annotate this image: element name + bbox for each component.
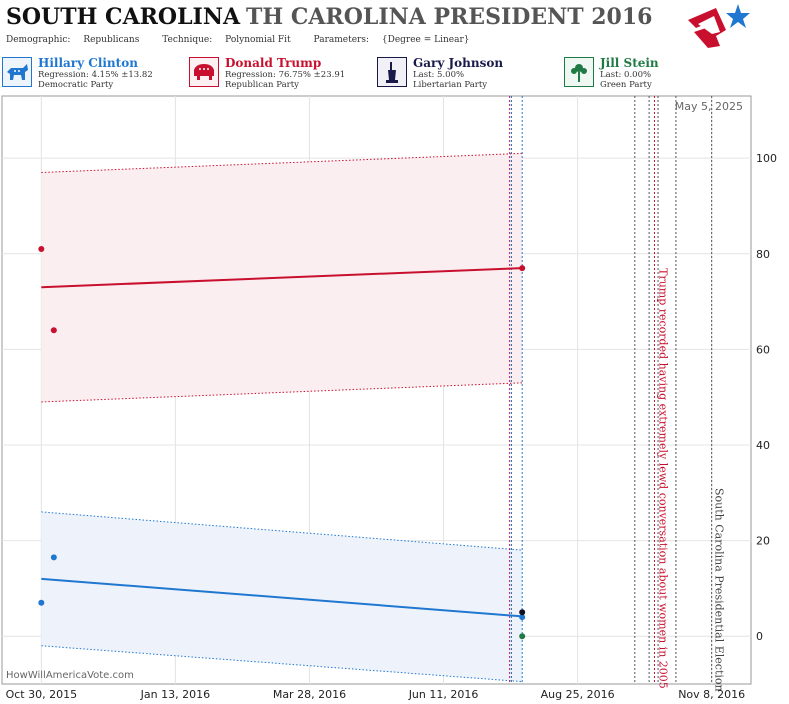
candidate-party: Libertarian Party [413, 80, 488, 90]
y-tick-label: 60 [756, 343, 770, 356]
flower-icon [564, 57, 594, 87]
site-logo-icon [688, 4, 750, 48]
y-tick-label: 40 [756, 439, 770, 452]
data-point [38, 245, 45, 252]
data-point [50, 327, 57, 334]
candidate-name: Hillary Clinton [38, 56, 138, 70]
candidate-card-trump: Donald Trump Regression: 76.75% ±23.91 R… [187, 55, 367, 93]
technique: Technique: Polynomial Fit [162, 35, 291, 45]
title-state: SOUTH CAROLINA [6, 4, 241, 30]
y-tick-label: 20 [756, 535, 770, 548]
candidate-name: Donald Trump [225, 56, 322, 70]
candidate-stat: Regression: 76.75% ±23.91 [225, 70, 346, 80]
statue-of-liberty-icon [377, 57, 407, 87]
x-tick-label: Aug 25, 2016 [541, 688, 615, 701]
x-tick-label: Jun 11, 2016 [408, 688, 479, 701]
parameters: Parameters: {Degree = Linear} [313, 35, 470, 45]
data-point [38, 599, 45, 606]
fit-line [41, 267, 523, 289]
candidate-party: Green Party [600, 80, 652, 90]
candidate-card-johnson: Gary Johnson Last: 5.00% Libertarian Par… [375, 55, 555, 93]
candidate-party: Republican Party [225, 80, 299, 90]
candidate-party: Democratic Party [38, 80, 114, 90]
data-point [519, 614, 526, 621]
fit-line [41, 577, 523, 618]
candidate-stat: Last: 0.00% [600, 70, 652, 80]
candidate-stat: Regression: 4.15% ±13.82 [38, 70, 153, 80]
candidate-name: Gary Johnson [413, 56, 504, 70]
data-point [50, 554, 57, 561]
data-point [519, 633, 526, 640]
elephant-icon [189, 57, 219, 87]
watermark: HowWillAmericaVote.com [6, 670, 134, 681]
data-point [519, 265, 526, 272]
y-tick-label: 0 [756, 630, 763, 643]
parameters-line: Demographic: Republicans Technique: Poly… [6, 35, 490, 45]
data-point [519, 609, 526, 616]
event-annotation: Trump recorded having extremely lewd con… [656, 268, 669, 689]
candidate-card-stein: Jill Stein Last: 0.00% Green Party [562, 55, 742, 93]
candidate-stat: Last: 5.00% [413, 70, 465, 80]
page-title: SOUTH CAROLINA TH CAROLINA PRESIDENT 2016 [6, 4, 652, 30]
x-tick-label: Mar 28, 2016 [273, 688, 346, 701]
demographic: Demographic: Republicans [6, 35, 140, 45]
donkey-icon [2, 57, 32, 87]
x-tick-label: Oct 30, 2015 [6, 688, 78, 701]
date-label: May 5, 2025 [675, 100, 743, 113]
candidate-name: Jill Stein [600, 56, 659, 70]
event-annotation: South Carolina Presidential Election [713, 488, 726, 692]
x-tick-label: Nov 8, 2016 [678, 688, 745, 701]
candidate-card-clinton: Hillary Clinton Regression: 4.15% ±13.82… [0, 55, 180, 93]
y-tick-label: 100 [756, 152, 777, 165]
x-tick-label: Jan 13, 2016 [140, 688, 210, 701]
title-race: TH CAROLINA PRESIDENT 2016 [246, 4, 653, 30]
y-tick-label: 80 [756, 248, 770, 261]
